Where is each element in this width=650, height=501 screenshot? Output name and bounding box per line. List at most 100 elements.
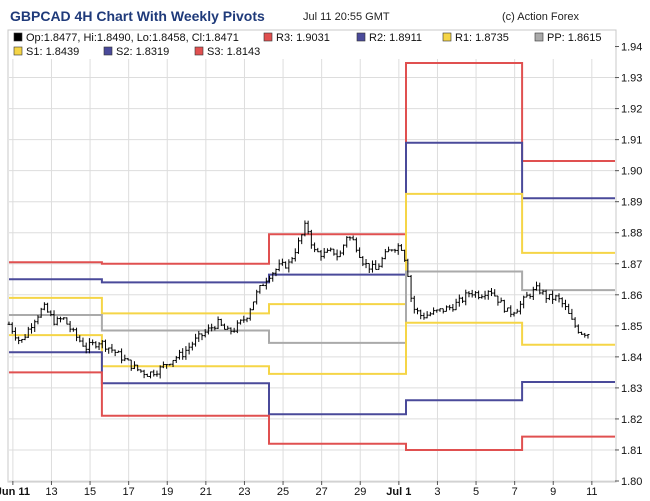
pivot-line-r3 xyxy=(9,62,615,265)
price-bar xyxy=(489,288,493,297)
x-tick-label: 17 xyxy=(123,486,135,498)
price-bar xyxy=(30,323,34,334)
price-bar xyxy=(416,307,420,315)
price-bar xyxy=(573,317,577,328)
price-bar xyxy=(525,291,529,298)
price-bar xyxy=(576,324,580,334)
y-tick-label: 1.84 xyxy=(621,352,642,364)
legend-swatch xyxy=(194,46,204,56)
price-bar xyxy=(570,308,574,320)
price-bar xyxy=(393,248,397,253)
price-bar xyxy=(583,332,587,338)
y-tick-label: 1.93 xyxy=(621,73,642,85)
price-bar xyxy=(425,311,429,319)
price-bar xyxy=(107,347,111,354)
price-bar xyxy=(467,291,471,298)
price-bar xyxy=(438,308,442,312)
price-bar xyxy=(441,308,445,314)
price-bar xyxy=(206,324,210,335)
price-bar xyxy=(535,281,539,291)
price-bar xyxy=(470,289,474,298)
price-bar xyxy=(335,249,339,261)
price-bar xyxy=(200,333,204,341)
x-tick-label: 9 xyxy=(550,486,556,498)
price-bar xyxy=(226,325,230,330)
price-bar xyxy=(145,373,149,377)
price-bar xyxy=(496,295,500,306)
price-bar xyxy=(444,305,448,312)
price-bar xyxy=(412,295,416,314)
price-bar xyxy=(325,248,329,253)
price-bar xyxy=(493,289,497,297)
x-tick-label: 5 xyxy=(473,486,479,498)
price-bar xyxy=(322,247,326,259)
y-tick-label: 1.81 xyxy=(621,445,642,457)
price-bar xyxy=(284,261,288,269)
pivot-line-s1 xyxy=(9,321,615,375)
price-bar xyxy=(280,258,284,266)
price-bar xyxy=(216,316,220,329)
price-bar xyxy=(403,249,407,262)
y-tick-label: 1.91 xyxy=(621,135,642,147)
price-bar xyxy=(547,293,551,301)
price-bar xyxy=(554,294,558,301)
price-bar xyxy=(293,248,297,262)
y-tick-label: 1.83 xyxy=(621,383,642,395)
x-tick-label: 7 xyxy=(512,486,518,498)
price-bar xyxy=(55,316,59,326)
price-bar xyxy=(91,339,95,346)
price-bar xyxy=(351,235,355,241)
price-bar xyxy=(239,319,243,325)
price-bar xyxy=(229,327,233,335)
price-bar xyxy=(81,337,85,347)
price-bar xyxy=(348,236,352,241)
price-bar xyxy=(515,308,519,314)
price-bar xyxy=(499,297,503,303)
price-bar xyxy=(586,334,590,339)
price-bar xyxy=(457,294,461,307)
price-bar xyxy=(132,361,136,370)
price-bar xyxy=(103,339,107,352)
price-bar xyxy=(435,309,439,313)
y-tick-label: 1.80 xyxy=(621,476,642,488)
price-bar xyxy=(502,299,506,313)
price-bar xyxy=(23,334,27,341)
legend-label: PP: 1.8615 xyxy=(547,32,601,44)
price-bar xyxy=(213,326,217,331)
legend-swatch xyxy=(13,32,23,42)
price-bar xyxy=(528,293,532,299)
price-bar xyxy=(358,247,362,258)
price-bar xyxy=(142,369,146,379)
price-bar xyxy=(210,323,214,332)
price-bar xyxy=(46,302,50,313)
price-bar xyxy=(464,289,468,306)
pivot-line-s2 xyxy=(9,351,615,416)
price-bar xyxy=(563,299,567,311)
price-bar xyxy=(39,307,43,318)
price-bar xyxy=(75,327,79,342)
price-bar xyxy=(84,342,88,354)
price-bar xyxy=(274,268,278,277)
price-bar xyxy=(480,294,484,299)
price-bar xyxy=(65,317,69,325)
x-tick-label: 3 xyxy=(434,486,440,498)
price-bar xyxy=(258,284,262,294)
price-bar xyxy=(329,247,333,252)
price-bar xyxy=(338,250,342,258)
x-tick-label: 25 xyxy=(277,486,289,498)
y-tick-label: 1.90 xyxy=(621,166,642,178)
legend-swatch xyxy=(103,46,113,56)
price-bar xyxy=(7,321,11,325)
y-tick-label: 1.87 xyxy=(621,259,642,271)
x-tick-label: Jul 1 xyxy=(386,486,411,498)
credit: (c) Action Forex xyxy=(502,11,580,23)
price-bar xyxy=(87,338,91,354)
legend-label: S2: 1.8319 xyxy=(116,46,169,58)
price-bar xyxy=(242,315,246,323)
x-tick-label: 19 xyxy=(161,486,173,498)
pivot-layer xyxy=(9,62,615,451)
price-bar xyxy=(319,249,323,261)
price-bar xyxy=(367,262,371,274)
legend-swatch xyxy=(356,32,366,42)
